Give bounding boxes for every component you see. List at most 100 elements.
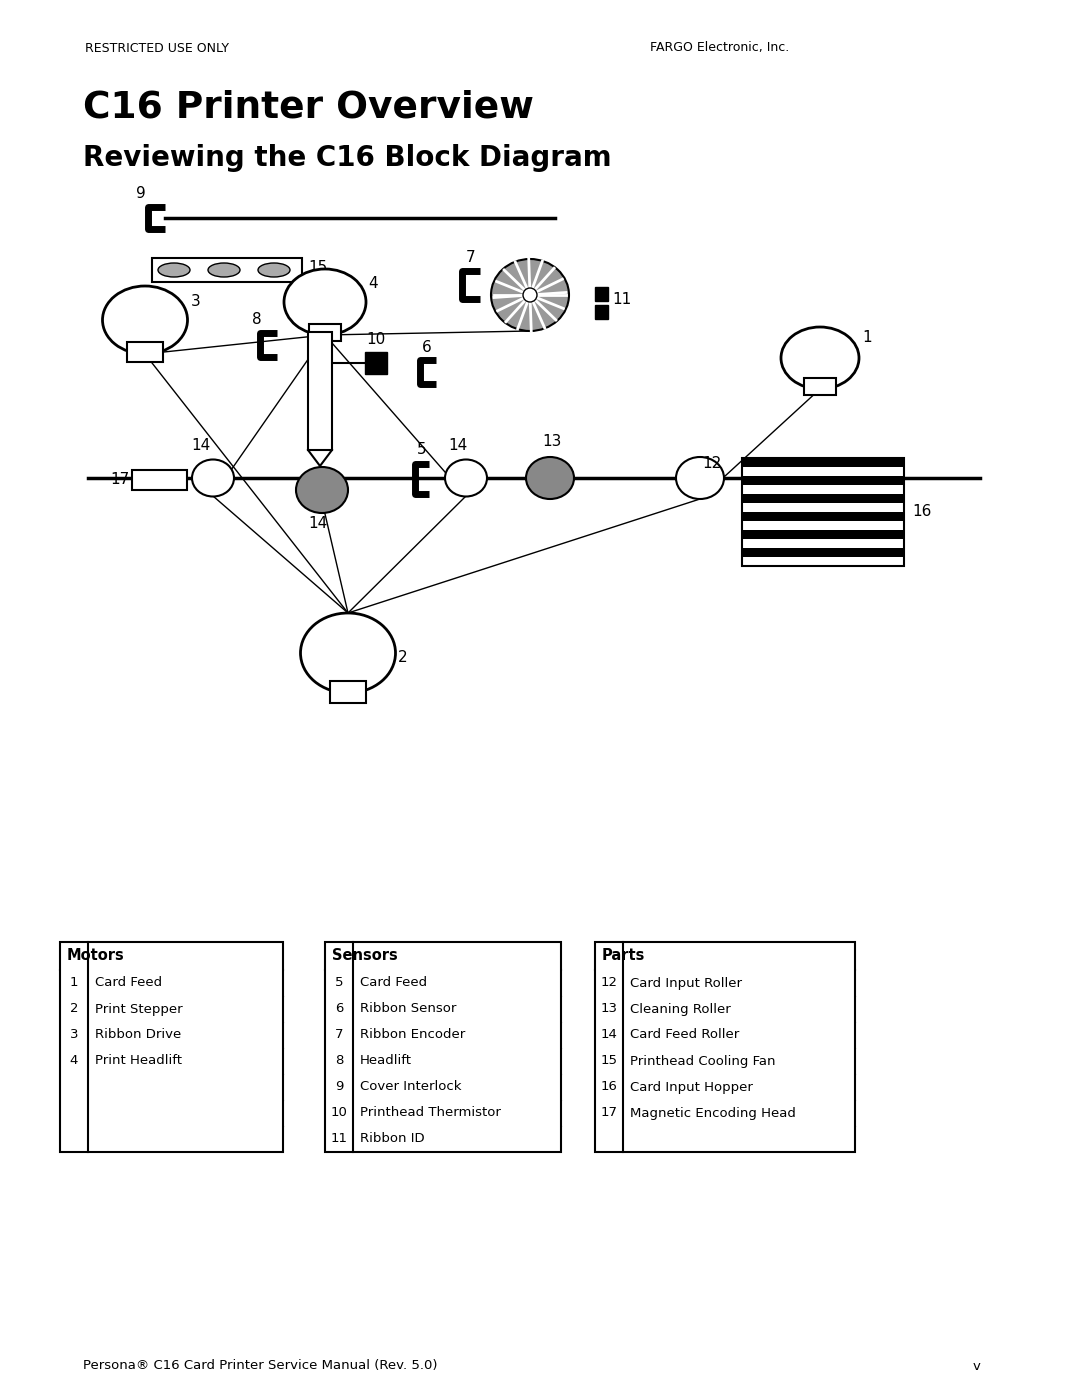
Bar: [152, 258, 302, 282]
Ellipse shape: [526, 457, 573, 499]
Ellipse shape: [296, 467, 348, 513]
Bar: [132, 469, 187, 490]
Text: 2: 2: [70, 1003, 78, 1016]
Text: 3: 3: [191, 295, 201, 310]
Bar: [742, 467, 904, 476]
Text: FARGO Electronic, Inc.: FARGO Electronic, Inc.: [650, 42, 789, 54]
Text: 1: 1: [862, 331, 872, 345]
Text: Card Input Roller: Card Input Roller: [630, 977, 742, 989]
Text: 7: 7: [335, 1028, 343, 1042]
Text: Ribbon Encoder: Ribbon Encoder: [360, 1028, 465, 1042]
Text: C16 Printer Overview: C16 Printer Overview: [83, 89, 534, 126]
Bar: [742, 539, 904, 548]
Text: Headlift: Headlift: [360, 1055, 411, 1067]
Bar: [325, 942, 561, 1153]
Text: 17: 17: [600, 1106, 618, 1119]
Text: Card Input Hopper: Card Input Hopper: [630, 1080, 753, 1094]
Text: 9: 9: [136, 187, 146, 201]
Bar: [595, 305, 608, 319]
Text: 3: 3: [70, 1028, 78, 1042]
Text: Magnetic Encoding Head: Magnetic Encoding Head: [630, 1106, 796, 1119]
Bar: [127, 342, 163, 362]
Text: 13: 13: [600, 1003, 618, 1016]
Text: 5: 5: [417, 443, 427, 457]
Text: Ribbon Sensor: Ribbon Sensor: [360, 1003, 457, 1016]
Text: Motors: Motors: [67, 949, 125, 964]
Bar: [742, 495, 904, 503]
Ellipse shape: [300, 613, 395, 693]
Text: Parts: Parts: [602, 949, 646, 964]
Ellipse shape: [491, 258, 569, 331]
Ellipse shape: [284, 270, 366, 335]
Text: 9: 9: [335, 1080, 343, 1094]
Bar: [60, 942, 283, 1153]
Text: 15: 15: [600, 1055, 618, 1067]
Text: 7: 7: [465, 250, 475, 264]
Text: Ribbon Drive: Ribbon Drive: [95, 1028, 181, 1042]
Bar: [742, 521, 904, 529]
Text: Cover Interlock: Cover Interlock: [360, 1080, 461, 1094]
Text: Ribbon ID: Ribbon ID: [360, 1133, 424, 1146]
Ellipse shape: [103, 286, 188, 353]
Ellipse shape: [208, 263, 240, 277]
Text: 17: 17: [110, 472, 130, 488]
Bar: [742, 529, 904, 539]
Text: Cleaning Roller: Cleaning Roller: [630, 1003, 731, 1016]
Text: 10: 10: [366, 331, 386, 346]
Text: 14: 14: [191, 439, 211, 454]
Ellipse shape: [192, 460, 234, 496]
Bar: [742, 503, 904, 511]
Text: 11: 11: [330, 1133, 348, 1146]
Ellipse shape: [676, 457, 724, 499]
Bar: [742, 485, 904, 495]
Ellipse shape: [258, 263, 291, 277]
Bar: [309, 324, 341, 341]
Text: 1: 1: [70, 977, 78, 989]
Text: 14: 14: [600, 1028, 618, 1042]
Text: 14: 14: [448, 439, 468, 454]
Bar: [742, 557, 904, 566]
Text: 4: 4: [368, 277, 378, 292]
Ellipse shape: [781, 327, 859, 388]
Bar: [308, 332, 332, 450]
Text: 12: 12: [702, 455, 721, 471]
Text: Print Stepper: Print Stepper: [95, 1003, 183, 1016]
Bar: [804, 379, 836, 395]
Text: 11: 11: [612, 292, 631, 306]
Text: 16: 16: [912, 504, 931, 520]
Text: 8: 8: [252, 312, 261, 327]
Text: RESTRICTED USE ONLY: RESTRICTED USE ONLY: [85, 42, 229, 54]
Text: 4: 4: [70, 1055, 78, 1067]
Text: Card Feed: Card Feed: [360, 977, 427, 989]
Bar: [365, 352, 387, 374]
Ellipse shape: [523, 288, 537, 302]
Bar: [595, 286, 608, 300]
Text: 5: 5: [335, 977, 343, 989]
Text: 14: 14: [308, 517, 327, 531]
Bar: [742, 476, 904, 485]
Text: 13: 13: [542, 434, 562, 450]
Text: 2: 2: [399, 651, 407, 665]
Text: 8: 8: [335, 1055, 343, 1067]
Text: Printhead Thermistor: Printhead Thermistor: [360, 1106, 501, 1119]
Text: v: v: [972, 1359, 980, 1372]
Text: Persona® C16 Card Printer Service Manual (Rev. 5.0): Persona® C16 Card Printer Service Manual…: [83, 1359, 437, 1372]
Text: 16: 16: [600, 1080, 618, 1094]
Text: Card Feed Roller: Card Feed Roller: [630, 1028, 739, 1042]
Text: Reviewing the C16 Block Diagram: Reviewing the C16 Block Diagram: [83, 144, 611, 172]
Bar: [330, 680, 366, 703]
Text: 15: 15: [308, 260, 327, 275]
Bar: [595, 942, 855, 1153]
Text: 12: 12: [600, 977, 618, 989]
Text: Printhead Cooling Fan: Printhead Cooling Fan: [630, 1055, 775, 1067]
Ellipse shape: [158, 263, 190, 277]
Bar: [742, 458, 904, 467]
Text: 6: 6: [335, 1003, 343, 1016]
Text: Print Headlift: Print Headlift: [95, 1055, 183, 1067]
Ellipse shape: [445, 460, 487, 496]
Text: 6: 6: [422, 339, 432, 355]
Text: 10: 10: [330, 1106, 348, 1119]
Text: Card Feed: Card Feed: [95, 977, 162, 989]
Bar: [742, 458, 904, 566]
Text: Sensors: Sensors: [332, 949, 397, 964]
